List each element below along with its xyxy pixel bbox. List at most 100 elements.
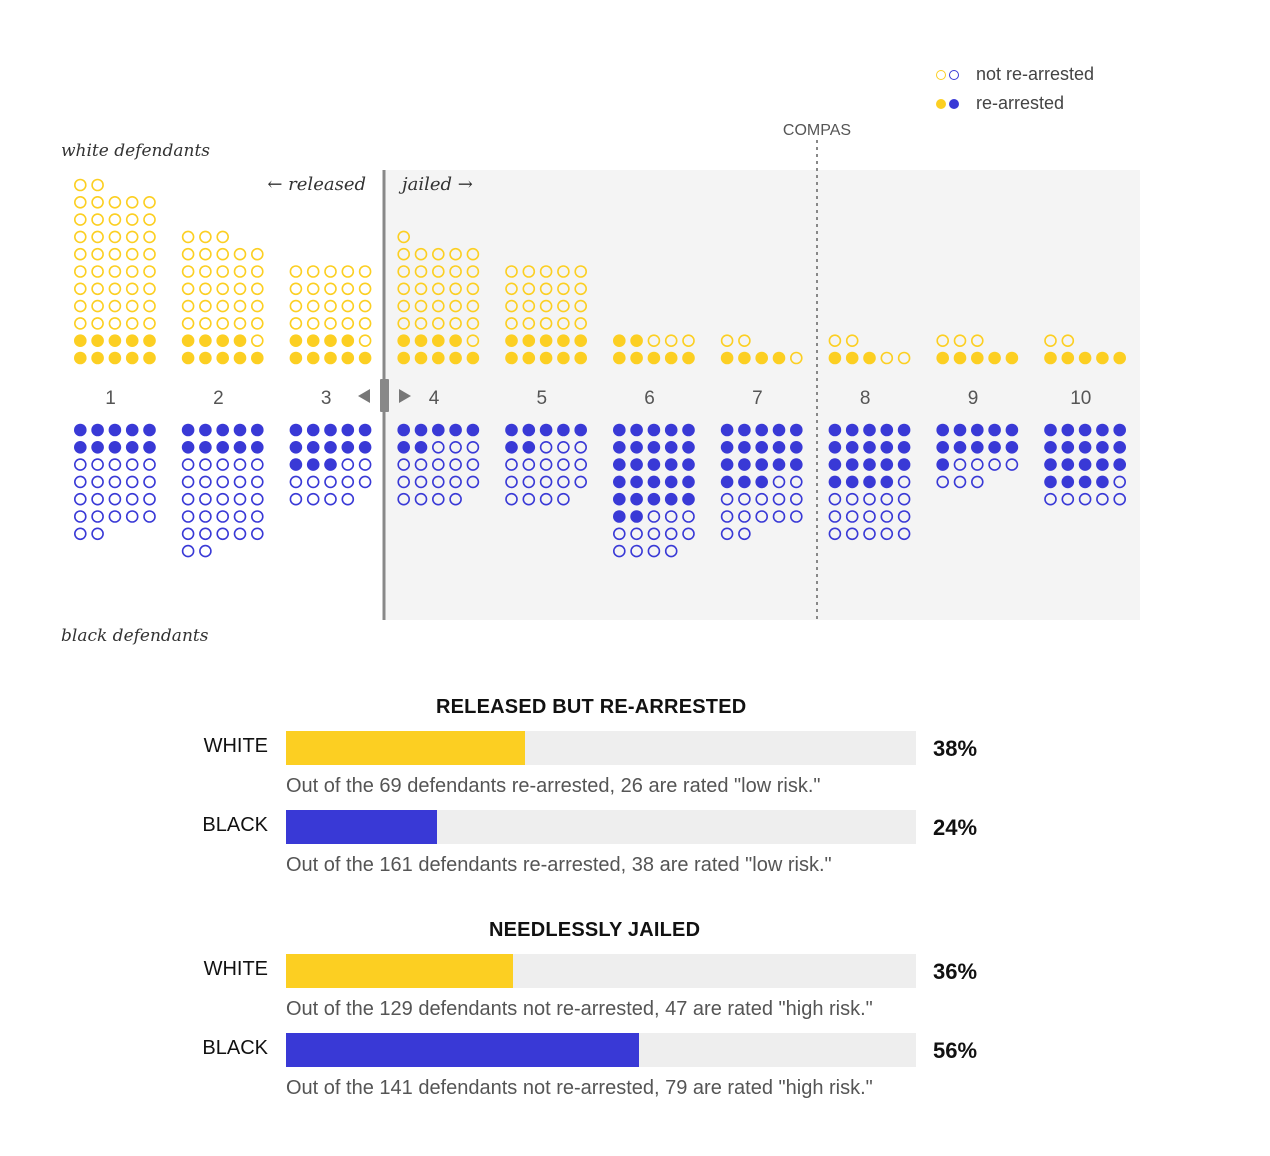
black-defendant-dot-rearrested bbox=[630, 441, 643, 454]
white-defendant-dot-not-rearrested bbox=[431, 265, 445, 278]
white-defendant-dot-not-rearrested bbox=[306, 265, 320, 278]
black-defendant-dot-not-rearrested bbox=[755, 492, 769, 506]
black-defendant-dot-rearrested bbox=[772, 441, 786, 454]
slider-left-arrow-icon[interactable] bbox=[358, 389, 370, 403]
white-defendant-dot-rearrested bbox=[324, 351, 337, 365]
bar-value: 36% bbox=[933, 959, 978, 984]
x-tick-label: 3 bbox=[321, 388, 332, 409]
white-defendant-dot-rearrested bbox=[539, 351, 553, 365]
black-defendant-dot-not-rearrested bbox=[233, 527, 247, 541]
black-defendant-dot-not-rearrested bbox=[630, 527, 643, 541]
white-defendant-dot-not-rearrested bbox=[199, 230, 212, 244]
white-defendant-dot-not-rearrested bbox=[91, 213, 104, 226]
white-defendant-dot-not-rearrested bbox=[574, 317, 588, 330]
black-defendant-dot-rearrested bbox=[1044, 475, 1057, 489]
black-defendant-dot-rearrested bbox=[720, 458, 734, 471]
white-defendant-dot-not-rearrested bbox=[216, 265, 229, 278]
black-defendant-dot-not-rearrested bbox=[505, 458, 518, 471]
black-defendant-dot-rearrested bbox=[74, 441, 87, 454]
black-defendant-dot-not-rearrested bbox=[233, 475, 247, 489]
black-defendant-dot-not-rearrested bbox=[845, 492, 859, 506]
black-defendant-dot-rearrested bbox=[682, 458, 695, 471]
black-defendant-dot-not-rearrested bbox=[431, 440, 445, 454]
black-defendant-dot-not-rearrested bbox=[557, 475, 570, 489]
white-defendant-dot-not-rearrested bbox=[397, 265, 411, 278]
black-defendant-dot-not-rearrested bbox=[772, 475, 786, 489]
white-defendant-dot-rearrested bbox=[289, 351, 303, 365]
black-defendant-dot-rearrested bbox=[664, 441, 678, 454]
black-defendant-dot-rearrested bbox=[1078, 475, 1092, 489]
white-defendant-dot-not-rearrested bbox=[397, 317, 411, 330]
black-defendant-dot-not-rearrested bbox=[397, 492, 411, 506]
black-defendant-dot-not-rearrested bbox=[143, 492, 156, 506]
white-defendant-dot-not-rearrested bbox=[466, 334, 480, 348]
white-defendant-dot-not-rearrested bbox=[358, 299, 372, 313]
white-defendant-dot-not-rearrested bbox=[414, 265, 428, 278]
white-defendant-dot-not-rearrested bbox=[143, 317, 156, 330]
white-defendant-dot-rearrested bbox=[125, 334, 139, 348]
white-defendant-dot-not-rearrested bbox=[250, 265, 264, 278]
white-defendant-dot-rearrested bbox=[143, 334, 156, 348]
black-defendant-dot-rearrested bbox=[647, 475, 661, 489]
white-defendant-dot-not-rearrested bbox=[143, 247, 156, 261]
white-defendant-dot-not-rearrested bbox=[539, 282, 553, 296]
bar-fill-black bbox=[286, 1033, 639, 1067]
white-defendant-dot-not-rearrested bbox=[682, 334, 695, 348]
white-defendant-dot-not-rearrested bbox=[557, 317, 570, 330]
white-defendant-dot-not-rearrested bbox=[91, 265, 104, 278]
white-defendant-dot-not-rearrested bbox=[466, 247, 480, 261]
black-defendant-dot-not-rearrested bbox=[358, 458, 372, 471]
white-defendant-dot-not-rearrested bbox=[108, 247, 122, 261]
white-defendant-dot-rearrested bbox=[199, 351, 212, 365]
white-defendant-dot-not-rearrested bbox=[431, 317, 445, 330]
threshold-slider-handle[interactable] bbox=[380, 379, 389, 412]
black-defendant-dot-not-rearrested bbox=[557, 492, 570, 506]
white-defendant-dot-not-rearrested bbox=[250, 299, 264, 313]
black-defendant-dot-not-rearrested bbox=[216, 510, 229, 523]
black-defendant-dot-not-rearrested bbox=[772, 510, 786, 523]
white-defendant-dot-rearrested bbox=[845, 351, 859, 365]
white-defendant-dot-not-rearrested bbox=[125, 213, 139, 226]
black-defendant-dot-not-rearrested bbox=[755, 510, 769, 523]
white-defendant-dot-not-rearrested bbox=[91, 230, 104, 244]
white-defendant-dot-rearrested bbox=[143, 351, 156, 365]
white-defendants-label: white defendants bbox=[61, 141, 210, 161]
white-defendant-dot-not-rearrested bbox=[216, 247, 229, 261]
released-label: ← released bbox=[267, 174, 366, 195]
white-defendant-dot-not-rearrested bbox=[880, 351, 894, 365]
black-defendant-dot-rearrested bbox=[233, 423, 247, 437]
white-defendant-dot-rearrested bbox=[1044, 351, 1057, 365]
slider-right-arrow-icon[interactable] bbox=[399, 389, 411, 403]
white-defendant-dot-not-rearrested bbox=[953, 334, 967, 348]
black-defendant-dot-rearrested bbox=[505, 423, 518, 437]
black-defendant-dot-not-rearrested bbox=[1061, 492, 1075, 506]
x-tick-label: 1 bbox=[105, 388, 116, 409]
black-defendant-dot-rearrested bbox=[790, 423, 803, 437]
black-defendant-dot-rearrested bbox=[720, 441, 734, 454]
white-defendant-dot-not-rearrested bbox=[74, 196, 87, 209]
white-defendant-dot-not-rearrested bbox=[738, 334, 751, 348]
black-defendant-dot-not-rearrested bbox=[125, 475, 139, 489]
black-defendant-dot-not-rearrested bbox=[953, 458, 967, 471]
black-defendant-dot-rearrested bbox=[414, 423, 428, 437]
jailed-region bbox=[385, 170, 1140, 620]
white-defendant-dot-rearrested bbox=[971, 351, 984, 365]
black-defendant-dot-not-rearrested bbox=[720, 510, 734, 523]
black-defendant-dot-not-rearrested bbox=[324, 475, 337, 489]
white-defendant-dot-not-rearrested bbox=[306, 282, 320, 296]
white-defendant-dot-not-rearrested bbox=[289, 282, 303, 296]
dot-matrix-chart: COMPAS ← released jailed → 1 2 3 4 5 6 7 8 9 10 bbox=[74, 122, 1140, 620]
black-defendant-dot-rearrested bbox=[1061, 458, 1075, 471]
white-defendant-dot-rearrested bbox=[250, 351, 264, 365]
white-defendant-dot-rearrested bbox=[522, 334, 536, 348]
black-defendant-dot-not-rearrested bbox=[199, 492, 212, 506]
black-defendant-dot-not-rearrested bbox=[449, 492, 462, 506]
white-defendant-dot-rearrested bbox=[574, 351, 587, 365]
x-tick-label: 5 bbox=[537, 388, 548, 409]
bar-track bbox=[286, 810, 916, 844]
black-defendant-dot-not-rearrested bbox=[647, 544, 661, 558]
white-defendant-dot-rearrested bbox=[505, 351, 518, 365]
bar-value: 38% bbox=[933, 736, 978, 761]
black-defendant-dot-not-rearrested bbox=[143, 510, 156, 523]
black-defendant-dot-not-rearrested bbox=[897, 492, 911, 506]
